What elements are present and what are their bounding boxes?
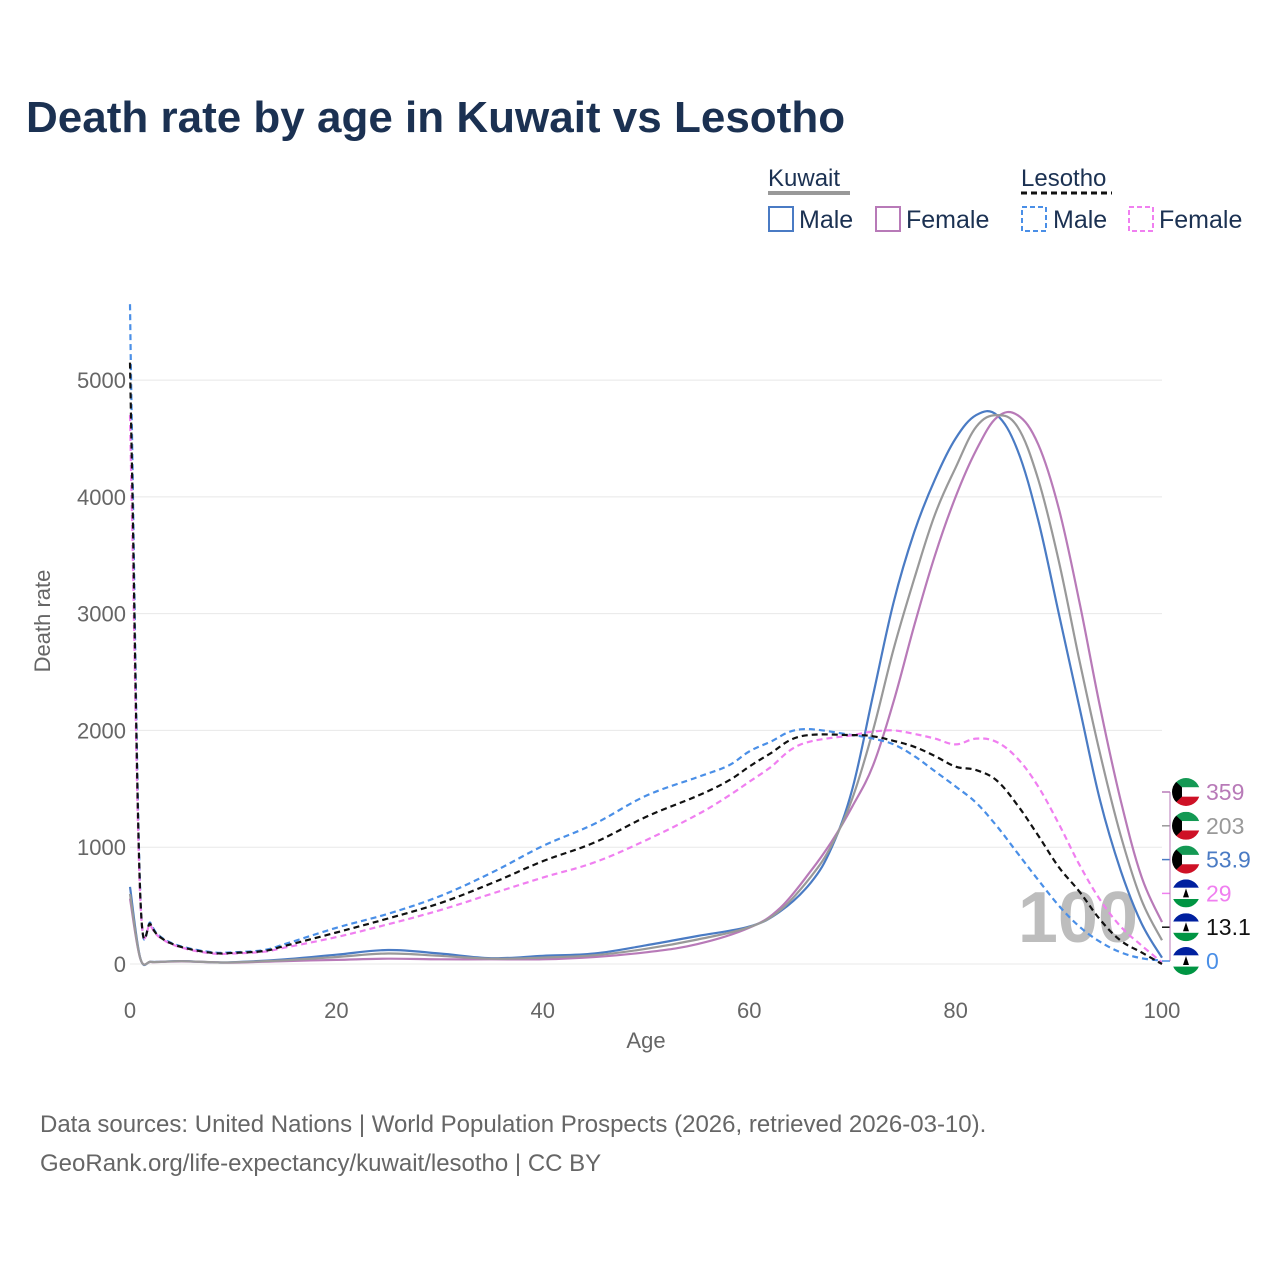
series-lines [128,304,1164,967]
y-tick-label: 4000 [77,485,126,510]
end-label-value: 13.1 [1206,914,1251,940]
kuwait-flag-icon [1172,845,1200,874]
legend: Kuwait Male Female Lesotho Male Female [768,165,1242,234]
legend-swatch-kuwait-female [875,206,901,232]
source-line-2: GeoRank.org/life-expectancy/kuwait/lesot… [40,1150,601,1177]
x-tick-label: 80 [943,998,967,1023]
legend-label-kuwait-male: Male [799,206,853,234]
series-line-kuwait-female [128,410,1164,966]
kuwait-flag-icon [1172,778,1200,806]
legend-group-lesotho: Lesotho [1021,165,1106,192]
series-line-lesotho-female [128,415,1163,964]
end-label-value: 359 [1206,779,1244,805]
x-tick-label: 0 [124,998,136,1023]
y-tick-label: 2000 [77,718,126,743]
series-line-lesotho-male [128,304,1163,962]
end-label-kuwait-0: 359 [1162,778,1244,806]
source-line-1: Data sources: United Nations | World Pop… [40,1111,986,1138]
lesotho-flag-icon [1172,879,1200,908]
legend-swatch-lesotho-female [1128,206,1154,232]
x-tick-label: 40 [531,998,555,1023]
lesotho-flag-icon [1172,947,1200,975]
series-line-lesotho-total [128,362,1163,965]
legend-swatch-lesotho-male [1021,206,1047,232]
x-tick-label: 100 [1144,998,1181,1023]
x-tick-label: 20 [324,998,348,1023]
legend-label-lesotho-male: Male [1053,206,1107,234]
end-labels: 359 203 53.9 29 13.1 0 [1162,778,1251,975]
x-tick-label: 60 [737,998,761,1023]
end-label-lesotho-5: 0 [1162,947,1219,975]
y-tick-label: 1000 [77,835,126,860]
series-line-kuwait-total [128,414,1163,966]
grid [130,379,1162,965]
end-label-value: 29 [1206,880,1232,906]
axis-ticks: 0 1000 2000 3000 4000 5000 0 20 40 60 80 100 [77,368,1180,1023]
lesotho-flag-icon [1172,913,1200,942]
legend-label-lesotho-female: Female [1159,206,1242,234]
end-label-lesotho-4: 13.1 [1162,913,1251,942]
end-label-kuwait-2: 53.9 [1162,845,1251,874]
y-tick-label: 5000 [77,368,126,393]
kuwait-flag-icon [1172,811,1200,840]
series-line-kuwait-male [128,410,1163,967]
legend-swatch-kuwait-male [768,206,794,232]
x-axis-label: Age [626,1028,665,1053]
y-axis-label: Death rate [30,570,55,673]
y-tick-label: 0 [114,952,126,977]
end-label-value: 53.9 [1206,847,1251,873]
end-label-value: 203 [1206,813,1244,839]
end-label-value: 0 [1206,948,1219,974]
chart-title: Death rate by age in Kuwait vs Lesotho [26,93,845,142]
end-label-lesotho-3: 29 [1162,879,1232,908]
legend-label-kuwait-female: Female [906,206,989,234]
end-label-kuwait-1: 203 [1162,811,1244,840]
legend-group-kuwait: Kuwait [768,165,840,192]
y-tick-label: 3000 [77,602,126,627]
